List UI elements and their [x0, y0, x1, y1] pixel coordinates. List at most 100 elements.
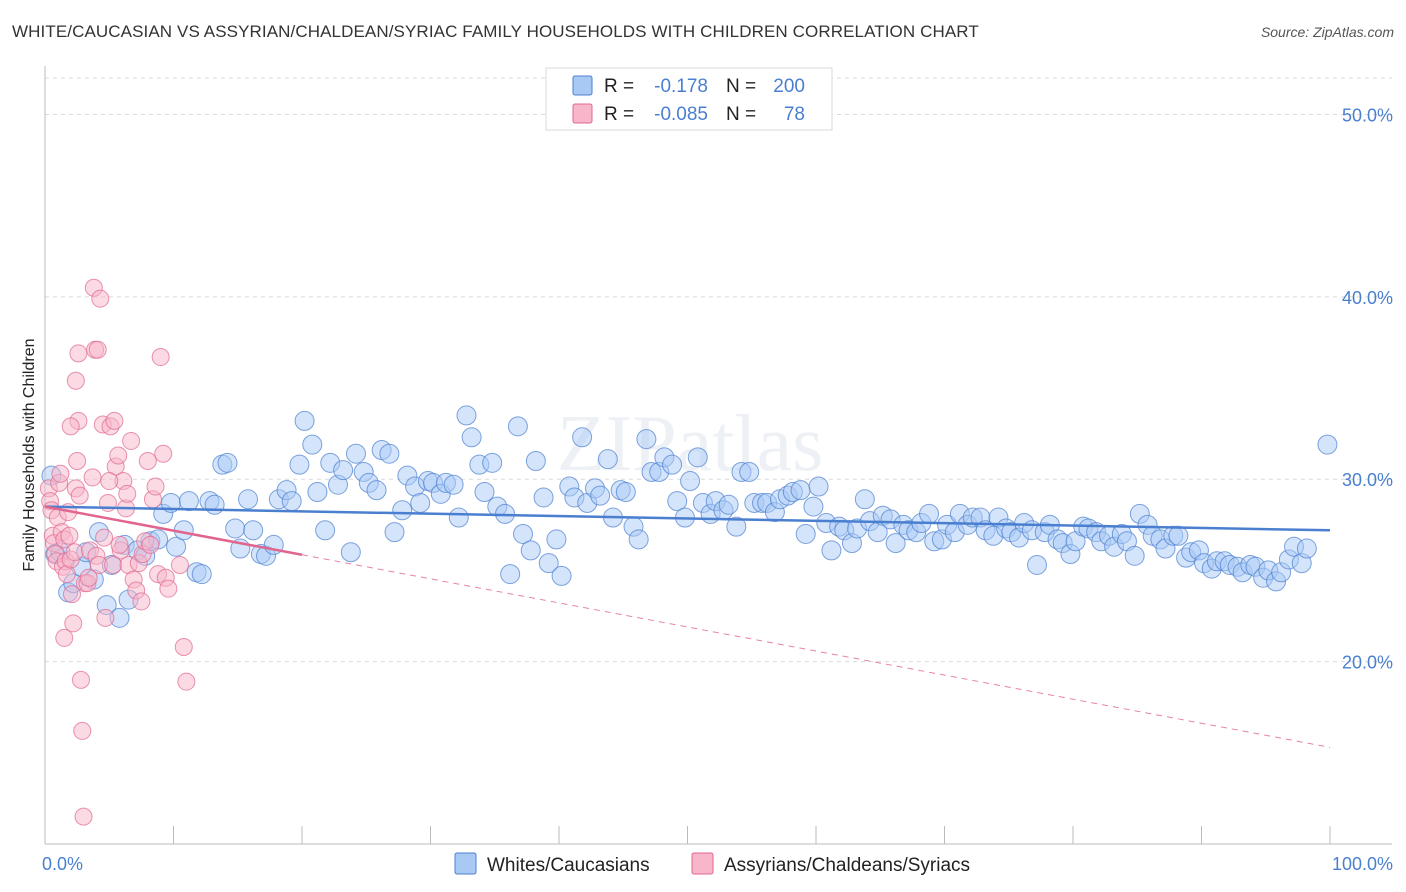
data-point-assyrians [68, 452, 87, 470]
data-point-assyrians [71, 670, 90, 689]
data-point-assyrians [65, 543, 84, 562]
data-point-whites [1317, 434, 1338, 455]
data-point-whites [572, 427, 593, 448]
bottom-legend-label-assyrians: Assyrians/Chaldeans/Syriacs [724, 855, 970, 876]
data-point-assyrians [159, 579, 178, 598]
data-point-whites [590, 485, 611, 506]
data-point-whites [443, 474, 464, 495]
data-point-whites [289, 454, 310, 475]
data-point-whites [538, 553, 559, 574]
data-point-whites [461, 427, 482, 448]
data-point-whites [628, 529, 649, 550]
series-legend: Whites/Caucasians Assyrians/Chaldeans/Sy… [454, 852, 970, 876]
stats-legend: R = -0.178 N = 200 R = -0.085 N = 78 [545, 67, 833, 131]
data-point-whites [821, 540, 842, 561]
data-point-assyrians [79, 568, 98, 587]
data-point-whites [410, 492, 431, 513]
data-point-whites [662, 454, 683, 475]
data-point-assyrians [177, 672, 196, 691]
data-point-whites [1296, 538, 1317, 559]
bottom-legend-label-whites: Whites/Caucasians [487, 855, 650, 876]
y-axis-label: Family Households with Children [21, 339, 38, 572]
data-point-assyrians [151, 348, 170, 367]
data-point-whites [739, 461, 760, 482]
y-tick-label: 50.0% [1342, 105, 1393, 125]
legend-swatch-whites [572, 75, 593, 96]
data-point-assyrians [88, 340, 107, 359]
data-point-whites [507, 416, 528, 437]
trend-line-whites [44, 505, 1331, 532]
data-point-whites [667, 491, 688, 512]
data-point-whites [315, 520, 336, 541]
legend-r-label: R = [604, 104, 634, 125]
data-point-whites [448, 507, 469, 528]
data-point-assyrians [95, 528, 114, 547]
y-tick-label: 40.0% [1342, 288, 1393, 308]
legend-r-label: R = [604, 76, 634, 97]
data-point-whites [854, 489, 875, 510]
y-tick-labels: 20.0% 30.0% 40.0% 50.0% [1342, 105, 1393, 672]
data-point-assyrians [91, 289, 110, 308]
data-point-whites [217, 452, 238, 473]
data-point-whites [392, 500, 413, 521]
x-tick-label: 0.0% [42, 854, 83, 874]
data-point-whites [533, 487, 554, 508]
data-point-assyrians [138, 452, 157, 470]
data-point-whites [803, 496, 824, 517]
data-point-whites [500, 564, 521, 585]
data-point-assyrians [70, 486, 89, 505]
legend-r-value-assyrians: -0.085 [654, 104, 708, 125]
data-point-whites [482, 452, 503, 473]
data-point-assyrians [51, 464, 70, 483]
data-point-whites [718, 494, 739, 515]
data-point-assyrians [118, 484, 137, 503]
data-point-assyrians [132, 592, 151, 611]
data-point-whites [178, 491, 199, 512]
data-point-assyrians [62, 585, 81, 604]
data-point-assyrians [83, 468, 102, 487]
bottom-legend-swatch-whites [454, 852, 477, 875]
data-point-whites [166, 536, 187, 557]
data-point-whites [513, 523, 534, 544]
axes [44, 66, 1392, 845]
trend-line-assyrians-extrapolated [301, 554, 1331, 748]
data-point-assyrians [122, 431, 141, 450]
legend-swatch-assyrians [572, 103, 593, 124]
data-point-whites [1027, 554, 1048, 575]
trend-lines [44, 505, 1331, 748]
data-point-whites [191, 564, 212, 585]
data-point-whites [726, 516, 747, 537]
data-point-assyrians [66, 371, 85, 390]
data-point-assyrians [110, 535, 129, 554]
legend-n-label: N = [726, 104, 756, 125]
data-point-whites [238, 489, 259, 510]
data-point-whites [294, 410, 315, 431]
data-point-assyrians [105, 411, 124, 430]
legend-n-value-assyrians: 78 [784, 104, 805, 125]
bottom-legend-swatch-assyrians [691, 852, 714, 875]
data-point-assyrians [61, 417, 80, 436]
data-point-whites [636, 429, 657, 450]
data-point-whites [520, 540, 541, 561]
data-point-whites [281, 491, 302, 512]
data-point-assyrians [109, 446, 128, 465]
data-point-whites [546, 529, 567, 550]
data-point-assyrians [154, 444, 173, 463]
data-point-whites [384, 522, 405, 543]
data-point-assyrians [64, 614, 83, 633]
data-point-whites [795, 523, 816, 544]
x-tick-label: 100.0% [1332, 854, 1393, 874]
data-point-whites [885, 533, 906, 554]
data-point-whites [340, 542, 361, 563]
data-point-assyrians [146, 477, 165, 496]
data-point-whites [1124, 545, 1145, 566]
chart-title: WHITE/CAUCASIAN VS ASSYRIAN/CHALDEAN/SYR… [12, 22, 979, 41]
data-point-assyrians [174, 638, 193, 657]
legend-r-value-whites: -0.178 [654, 76, 708, 97]
data-point-whites [597, 449, 618, 470]
data-point-whites [379, 443, 400, 464]
data-point-whites [456, 405, 477, 426]
data-point-whites [1168, 525, 1189, 546]
data-point-whites [680, 471, 701, 492]
legend-n-label: N = [726, 76, 756, 97]
